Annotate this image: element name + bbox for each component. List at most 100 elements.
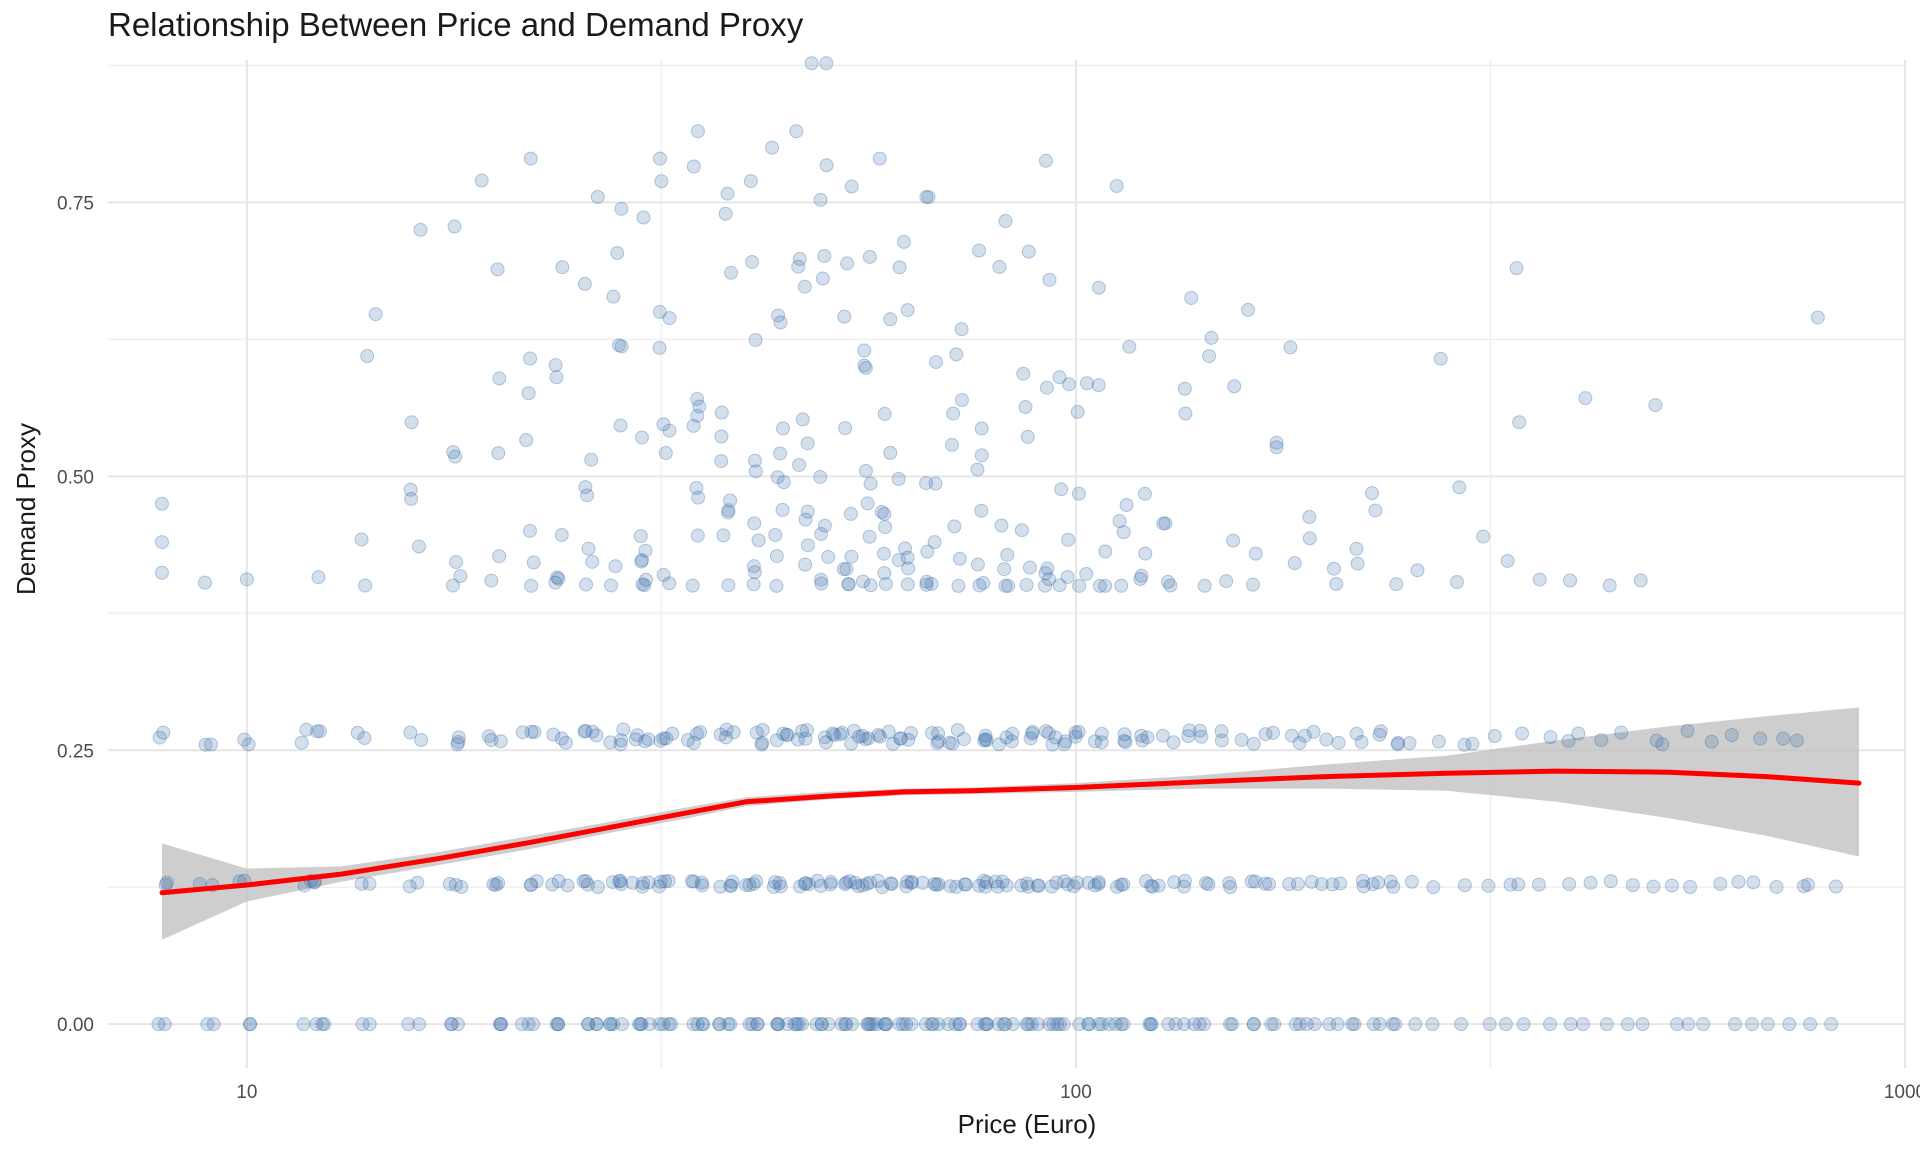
data-point bbox=[1031, 879, 1046, 894]
data-point bbox=[414, 732, 429, 747]
data-point bbox=[977, 733, 992, 748]
data-point bbox=[768, 527, 783, 542]
data-point bbox=[931, 726, 946, 741]
data-point bbox=[770, 1017, 785, 1032]
data-point bbox=[1030, 1017, 1045, 1032]
data-point bbox=[523, 878, 538, 893]
data-point bbox=[930, 736, 945, 751]
data-point bbox=[1433, 351, 1448, 366]
data-point bbox=[1134, 568, 1149, 583]
x-tick-label: 100 bbox=[1060, 1082, 1092, 1103]
data-point bbox=[1269, 440, 1284, 455]
data-point bbox=[1563, 1017, 1578, 1032]
data-point bbox=[979, 1017, 994, 1032]
data-point bbox=[1625, 878, 1640, 893]
data-point bbox=[779, 727, 794, 742]
data-point bbox=[691, 490, 706, 505]
data-point bbox=[445, 578, 460, 593]
data-point bbox=[578, 723, 593, 738]
data-point bbox=[1267, 1017, 1282, 1032]
data-point bbox=[589, 1017, 604, 1032]
data-point bbox=[1347, 1017, 1362, 1032]
data-point bbox=[769, 578, 784, 593]
data-point bbox=[1197, 578, 1212, 593]
data-point bbox=[1068, 725, 1083, 740]
data-point bbox=[1386, 879, 1401, 894]
data-point bbox=[603, 1017, 618, 1032]
data-point bbox=[1070, 404, 1085, 419]
data-point bbox=[1092, 578, 1107, 593]
data-point bbox=[724, 878, 739, 893]
data-point bbox=[878, 1017, 893, 1032]
data-point bbox=[927, 535, 942, 550]
data-point bbox=[1543, 730, 1558, 745]
data-point bbox=[546, 727, 561, 742]
data-point bbox=[877, 566, 892, 581]
data-point bbox=[355, 1017, 370, 1032]
data-point bbox=[1264, 1017, 1279, 1032]
data-point bbox=[628, 732, 643, 747]
y-tick-label: 0.50 bbox=[57, 467, 94, 488]
data-point bbox=[1282, 877, 1297, 892]
data-point bbox=[952, 1017, 967, 1032]
data-point bbox=[1079, 376, 1094, 391]
data-point bbox=[1091, 877, 1106, 892]
data-point bbox=[606, 1017, 621, 1032]
data-point bbox=[1828, 879, 1843, 894]
data-point bbox=[696, 1017, 711, 1032]
data-point bbox=[1543, 1017, 1558, 1032]
data-point bbox=[401, 1017, 416, 1032]
data-point bbox=[1620, 1017, 1635, 1032]
data-point bbox=[1602, 578, 1617, 593]
data-point bbox=[1562, 877, 1577, 892]
data-point bbox=[1760, 1017, 1775, 1032]
data-point bbox=[1696, 1017, 1711, 1032]
data-point bbox=[686, 1017, 701, 1032]
data-point bbox=[1042, 572, 1057, 587]
data-point bbox=[684, 874, 699, 889]
data-point bbox=[653, 874, 668, 889]
data-point bbox=[656, 567, 671, 582]
data-point bbox=[877, 1017, 892, 1032]
data-point bbox=[927, 876, 942, 891]
data-point bbox=[999, 730, 1014, 745]
data-point bbox=[444, 1017, 459, 1032]
data-point bbox=[551, 1017, 566, 1032]
data-point bbox=[1102, 1017, 1117, 1032]
data-point bbox=[1225, 1017, 1240, 1032]
data-point bbox=[1114, 877, 1129, 892]
data-point bbox=[1182, 723, 1197, 738]
data-point bbox=[1138, 546, 1153, 561]
data-point bbox=[1038, 578, 1053, 593]
data-point bbox=[883, 876, 898, 891]
data-point bbox=[638, 543, 653, 558]
data-point bbox=[1372, 1017, 1387, 1032]
data-point bbox=[515, 725, 530, 740]
data-point bbox=[1161, 1017, 1176, 1032]
data-point bbox=[978, 728, 993, 743]
data-point bbox=[999, 878, 1014, 893]
data-point bbox=[838, 421, 853, 436]
data-point bbox=[1389, 577, 1404, 592]
data-point bbox=[549, 370, 564, 385]
data-point bbox=[1246, 736, 1261, 751]
data-point bbox=[1410, 563, 1425, 578]
data-point bbox=[949, 347, 964, 362]
data-point bbox=[1046, 1017, 1061, 1032]
data-point bbox=[1214, 724, 1229, 739]
data-point bbox=[769, 549, 784, 564]
data-point bbox=[156, 725, 171, 740]
data-point bbox=[159, 875, 174, 890]
data-point bbox=[613, 737, 628, 752]
data-point bbox=[919, 189, 934, 204]
data-point bbox=[1234, 732, 1249, 747]
data-point bbox=[819, 158, 834, 173]
data-point bbox=[1297, 728, 1312, 743]
data-point bbox=[615, 1017, 630, 1032]
data-point bbox=[1133, 571, 1148, 586]
data-point bbox=[823, 877, 838, 892]
data-point bbox=[1366, 1017, 1381, 1032]
y-tick-label: 0.75 bbox=[57, 193, 94, 214]
data-point bbox=[748, 453, 763, 468]
data-point bbox=[1072, 1017, 1087, 1032]
